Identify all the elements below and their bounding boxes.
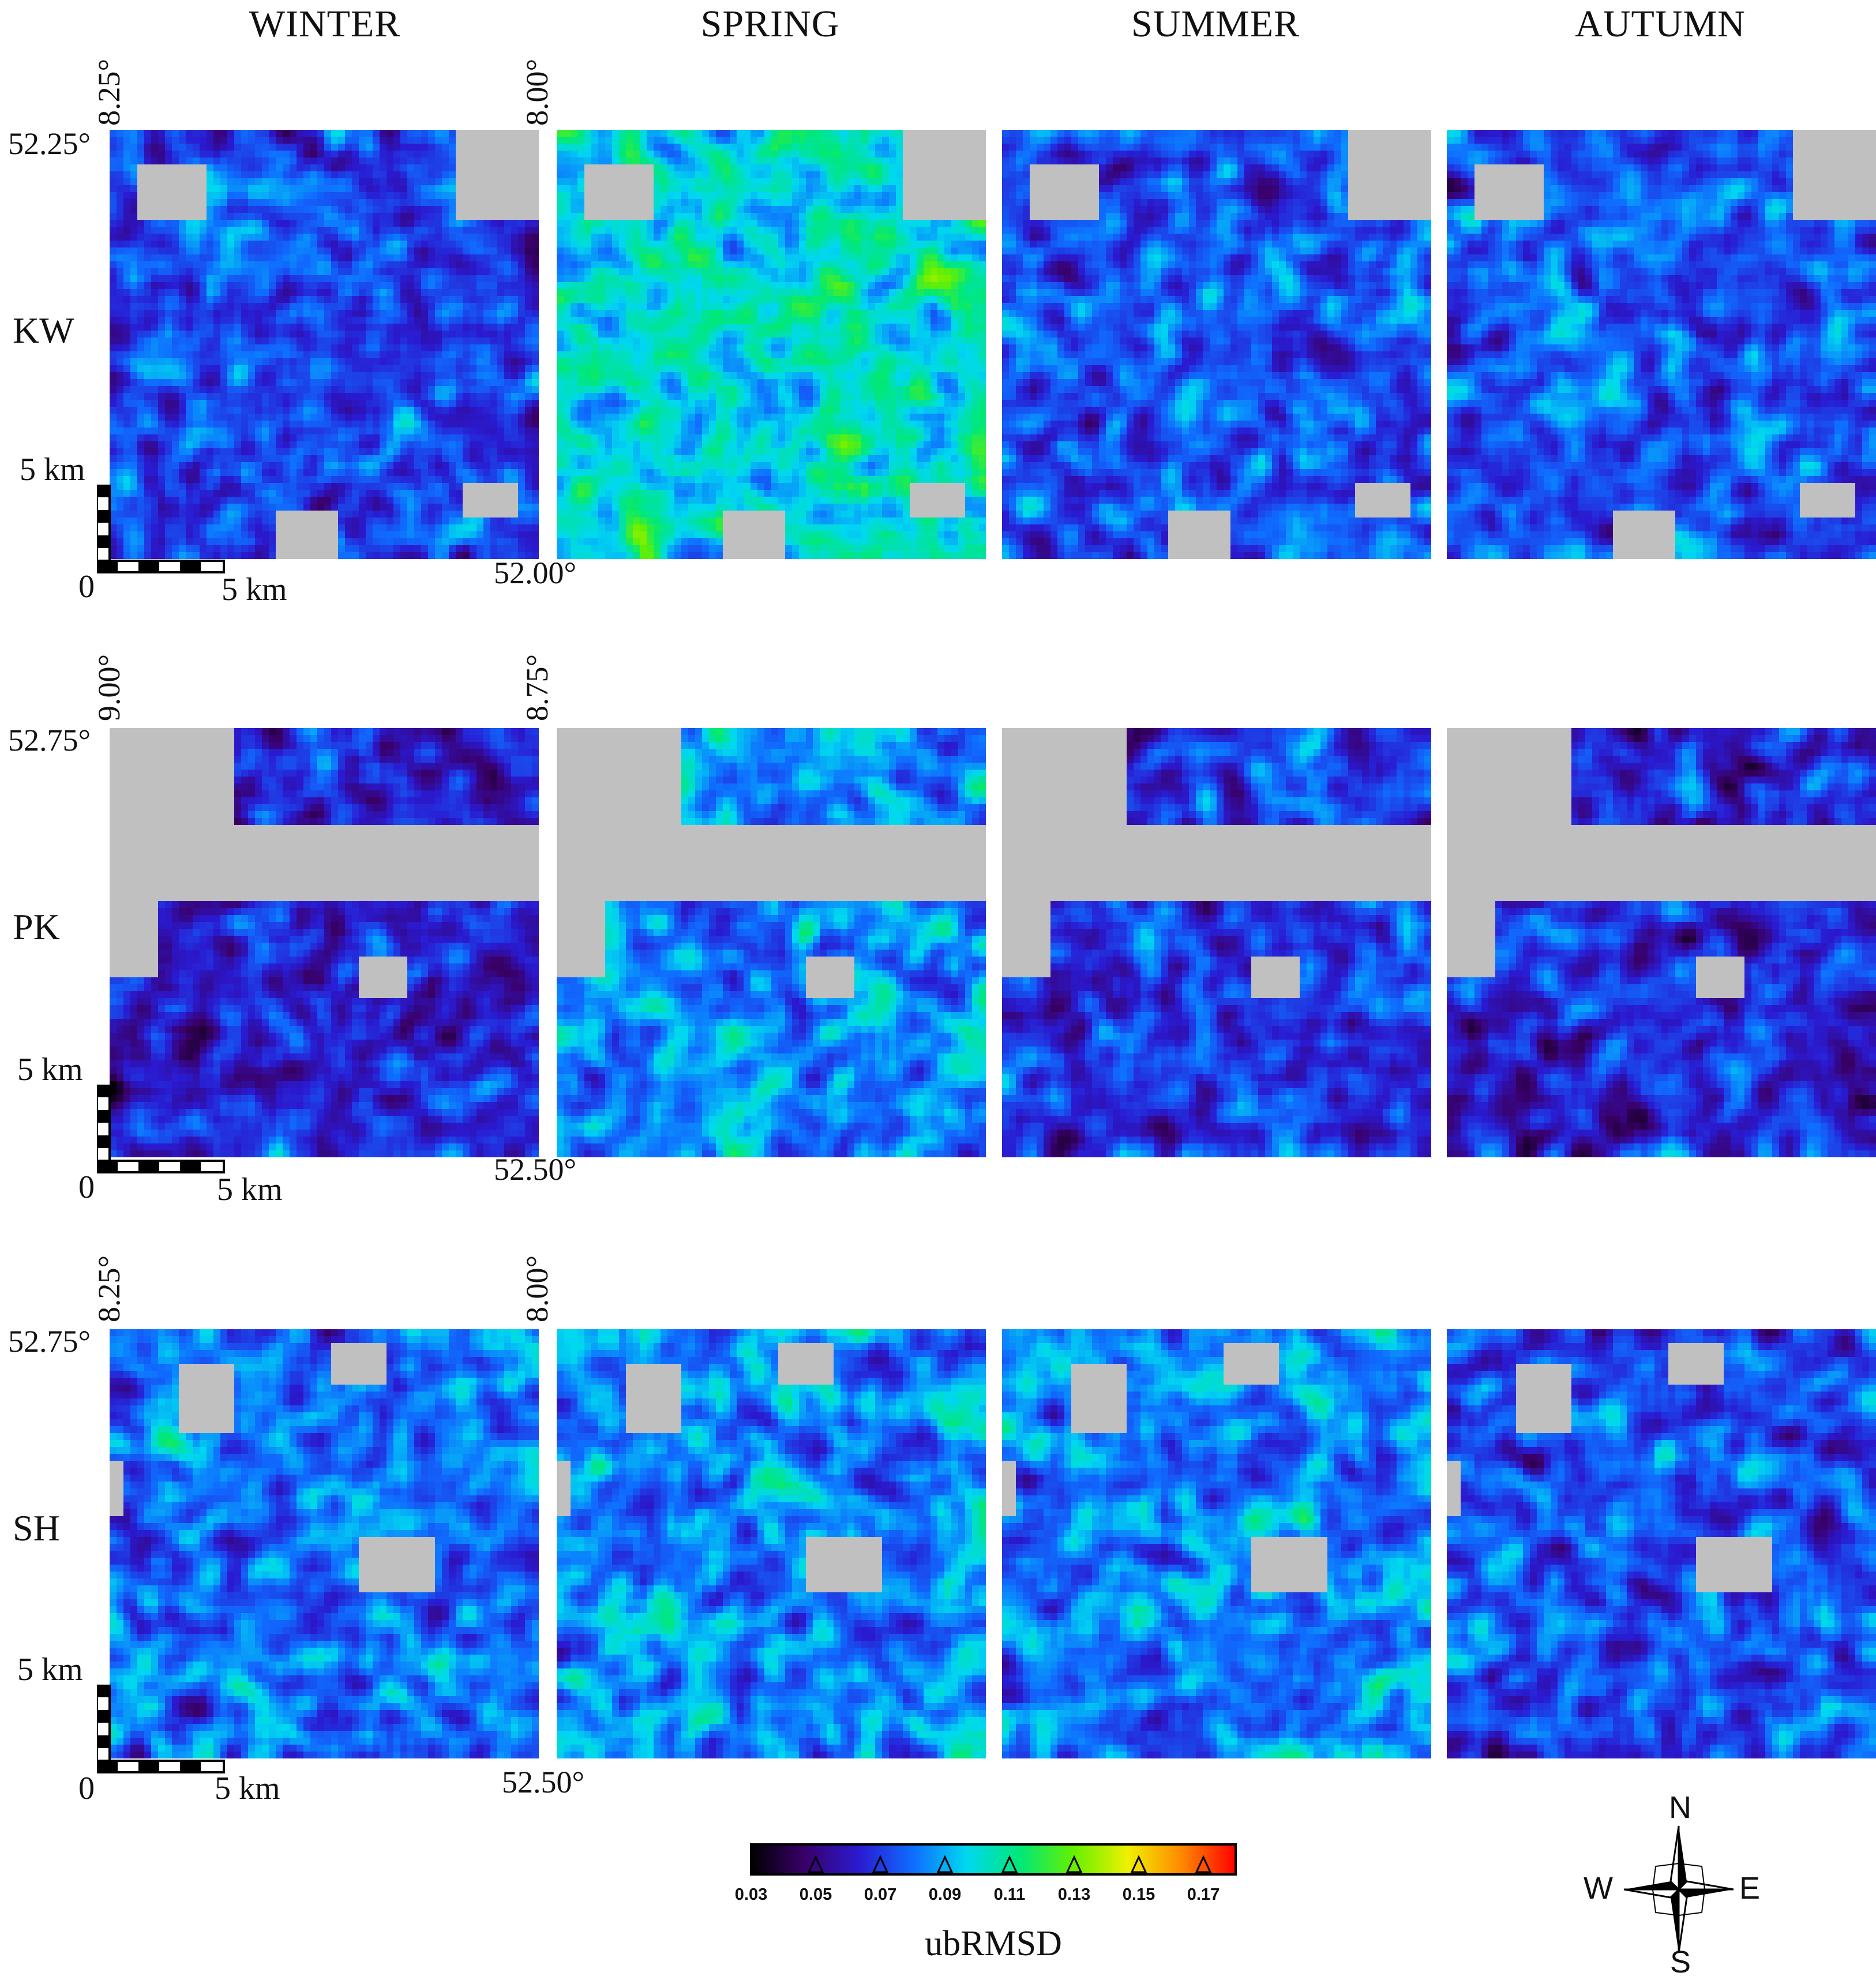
colorbar-tick-marker <box>1130 1855 1147 1873</box>
scale-vertical-label-sh: 5 km <box>17 1652 83 1687</box>
colorbar-tick-marker <box>750 1855 760 1873</box>
colorbar-tick-label: 0.09 <box>928 1885 962 1904</box>
map-kw-summer <box>1002 130 1431 559</box>
scale-horizontal-label-sh: 5 km <box>215 1771 280 1806</box>
lon-left-pk: 9.00° <box>92 654 126 721</box>
season-header-autumn: AUTUMN <box>1575 3 1746 45</box>
colorbar-tick-label: 0.13 <box>1057 1885 1091 1904</box>
scale-origin-label-kw: 0 <box>78 569 95 605</box>
scale-bar-vertical <box>97 485 111 562</box>
colorbar-tick-label: 0.15 <box>1122 1885 1155 1904</box>
map-kw-winter <box>110 130 539 559</box>
site-label-sh: SH <box>13 1507 60 1548</box>
colorbar-tick-label: 0.03 <box>734 1885 768 1904</box>
colorbar-tick-label: 0.07 <box>864 1885 897 1904</box>
scale-bar-vertical <box>97 1685 111 1762</box>
scale-origin-label-pk: 0 <box>78 1169 95 1205</box>
scale-bar-horizontal <box>97 1760 225 1773</box>
compass-e: E <box>1739 1871 1761 1906</box>
colorbar-gradient <box>750 1843 1237 1876</box>
lon-right-pk: 8.75° <box>520 654 554 721</box>
lat-top-kw: 52.25° <box>8 126 91 161</box>
map-sh-winter <box>110 1329 539 1758</box>
colorbar-tick-label: 0.11 <box>993 1885 1026 1904</box>
scale-vertical-label-kw: 5 km <box>20 452 85 487</box>
scale-bar-pk <box>97 1085 225 1173</box>
colorbar-title: ubRMSD <box>925 1924 1062 1963</box>
map-pk-spring <box>557 728 986 1157</box>
compass-n: N <box>1669 1790 1691 1825</box>
scale-bar-horizontal <box>97 560 225 573</box>
scale-horizontal-label-kw: 5 km <box>222 572 287 608</box>
map-pk-winter <box>110 728 539 1157</box>
lon-left-kw: 8.25° <box>92 58 126 126</box>
season-header-spring: SPRING <box>700 3 840 45</box>
scale-vertical-label-pk: 5 km <box>17 1052 83 1088</box>
compass-s: S <box>1670 1945 1691 1979</box>
season-header-summer: SUMMER <box>1131 3 1300 45</box>
colorbar-tick-label: 0.05 <box>799 1885 832 1904</box>
season-header-winter: WINTER <box>249 3 401 45</box>
colorbar-tick-marker <box>1195 1855 1212 1873</box>
colorbar-tick-label: 0.17 <box>1187 1885 1220 1904</box>
map-sh-autumn <box>1447 1329 1876 1758</box>
scale-bar-sh <box>97 1685 225 1773</box>
lat-bottom-kw: 52.00° <box>494 556 577 590</box>
compass-rose <box>1623 1825 1734 1953</box>
scale-bar-horizontal <box>97 1160 225 1173</box>
map-sh-spring <box>557 1329 986 1758</box>
compass-w: W <box>1584 1871 1613 1906</box>
map-kw-autumn <box>1447 130 1876 559</box>
map-pk-summer <box>1002 728 1431 1157</box>
colorbar <box>750 1843 1237 1876</box>
scale-horizontal-label-pk: 5 km <box>217 1172 283 1208</box>
site-label-pk: PK <box>13 906 60 947</box>
colorbar-tick-marker <box>936 1855 954 1873</box>
lon-right-sh: 8.00° <box>520 1255 554 1322</box>
lat-bottom-pk: 52.50° <box>494 1152 577 1187</box>
lon-right-kw: 8.00° <box>520 58 554 126</box>
scale-origin-label-sh: 0 <box>78 1771 95 1806</box>
colorbar-tick-marker <box>1065 1855 1083 1873</box>
map-sh-summer <box>1002 1329 1431 1758</box>
lat-bottom-sh: 52.50° <box>502 1765 585 1799</box>
colorbar-tick-marker <box>807 1855 824 1873</box>
colorbar-tick-marker <box>872 1855 889 1873</box>
map-pk-autumn <box>1447 728 1876 1157</box>
map-kw-spring <box>557 130 986 559</box>
scale-bar-vertical <box>97 1085 111 1162</box>
colorbar-tick-marker <box>1001 1855 1018 1873</box>
lat-top-sh: 52.75° <box>8 1324 91 1359</box>
site-label-kw: KW <box>13 310 74 351</box>
scale-bar-kw <box>97 485 225 573</box>
compass-star-icon <box>1623 1825 1734 1953</box>
lat-top-pk: 52.75° <box>8 723 91 757</box>
lon-left-sh: 8.25° <box>92 1255 126 1322</box>
